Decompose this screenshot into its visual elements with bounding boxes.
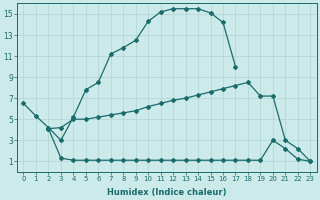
X-axis label: Humidex (Indice chaleur): Humidex (Indice chaleur) [107, 188, 227, 197]
